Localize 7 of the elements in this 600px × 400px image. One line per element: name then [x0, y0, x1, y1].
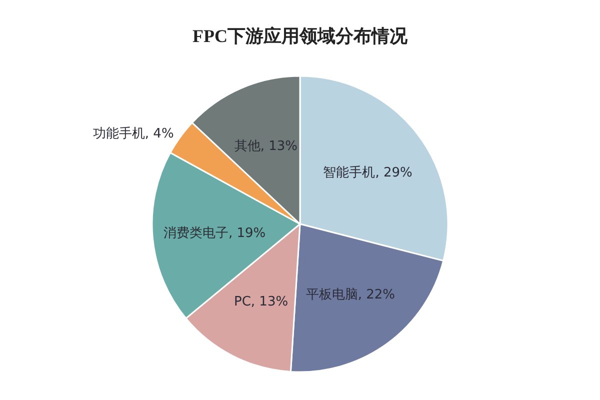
slice-label: 消费类电子, 19% [163, 226, 266, 242]
chart-title: FPC下游应用领域分布情况 [192, 26, 408, 46]
slice-label: PC, 13% [234, 294, 288, 310]
slice-label: 其他, 13% [234, 139, 298, 154]
slice-label: 智能手机, 29% [323, 165, 412, 180]
slice-label: 平板电脑, 22% [306, 287, 396, 302]
slice-label: 功能手机, 4% [92, 126, 174, 142]
